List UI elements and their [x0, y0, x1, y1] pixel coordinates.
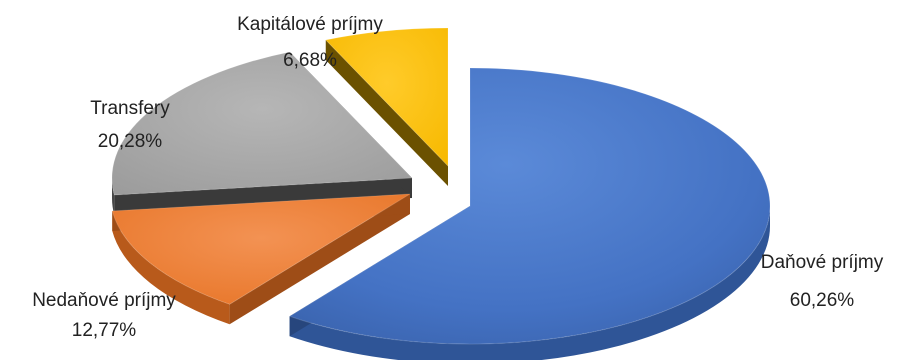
pie-slice-top: [324, 27, 449, 168]
pie-slice-cut: [229, 194, 410, 325]
pie-slice-top: [111, 193, 411, 305]
labels-layer: Daňové príjmy 60,26% Nedaňové príjmy 12,77%…: [32, 14, 884, 341]
pie-slice-3: [111, 51, 414, 215]
pie-slice-1: [288, 67, 771, 360]
slice-name-label: Nedaňové príjmy: [32, 290, 176, 311]
pie-slice-side: [112, 178, 115, 215]
slice-percent-label: 12,77%: [72, 320, 137, 341]
pie-slice-side: [112, 210, 230, 325]
slice-name-label: Kapitálové príjmy: [237, 14, 383, 35]
slice-name-label: Daňové príjmy: [761, 252, 884, 273]
pie-slice-side: [289, 206, 770, 360]
pie-slice-cut: [114, 178, 413, 215]
slice-percent-label: 20,28%: [98, 131, 163, 152]
pie-slice-top: [288, 67, 771, 345]
pie-slice-top: [111, 51, 414, 196]
slice-percent-label: 6,68%: [283, 50, 337, 71]
slices-layer: [111, 27, 771, 360]
pie-slice-2: [111, 193, 411, 325]
pie-slice-cut: [325, 39, 448, 186]
pie-slice-4: [324, 27, 449, 186]
slice-name-label: Transfery: [90, 98, 170, 119]
slice-percent-label: 60,26%: [790, 290, 855, 311]
